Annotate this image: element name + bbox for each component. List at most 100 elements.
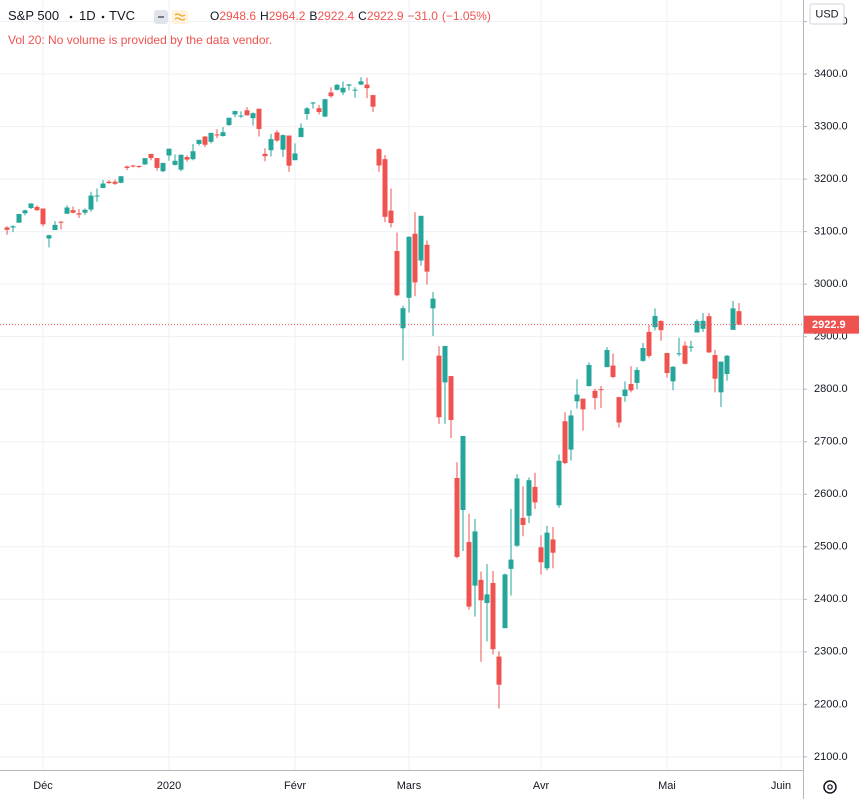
candle-body <box>202 136 208 145</box>
candle-body <box>370 95 376 107</box>
candle-body <box>76 213 82 215</box>
candle-body <box>220 132 226 137</box>
y-tick-label: 2200.0 <box>814 698 848 710</box>
candle-body <box>604 350 610 368</box>
candle-body <box>130 165 136 167</box>
candle-body <box>274 132 280 141</box>
candle-body <box>460 435 466 511</box>
candle-body <box>508 559 514 569</box>
candle-body <box>340 87 346 93</box>
separator-dot <box>101 15 105 19</box>
y-tick-label: 3200.0 <box>814 173 848 185</box>
candle-body <box>304 108 310 114</box>
candle-body <box>124 166 130 168</box>
candle-body <box>580 398 586 410</box>
compare-icon[interactable] <box>172 10 188 24</box>
x-tick-label: Juin <box>771 780 791 792</box>
candle-body <box>556 460 562 506</box>
candle-body <box>406 236 412 298</box>
candle-body <box>364 84 370 89</box>
y-tick-label: 3100.0 <box>814 226 848 238</box>
candle-body <box>628 383 634 391</box>
candle-body <box>298 127 304 138</box>
y-tick-label: 2700.0 <box>814 436 848 448</box>
candle-body <box>160 162 166 172</box>
candle-body <box>328 92 334 97</box>
candle-body <box>724 355 730 374</box>
candle-body <box>22 210 28 214</box>
candle-body <box>238 115 244 117</box>
candle-body <box>154 158 160 168</box>
candle-body <box>700 320 706 329</box>
compare-icon-waves <box>174 13 186 21</box>
candle-body <box>262 153 268 157</box>
candle-body <box>418 215 424 261</box>
candle-body <box>184 157 190 160</box>
candle-body <box>736 311 742 325</box>
candle-body <box>226 117 232 126</box>
candle-body <box>502 574 508 629</box>
candle-body <box>316 108 322 113</box>
candle-body <box>454 477 460 557</box>
candle-body <box>472 531 478 586</box>
currency-box[interactable] <box>809 3 845 25</box>
candle-body <box>322 99 328 117</box>
candle-body <box>250 113 256 119</box>
candle-body <box>82 209 88 213</box>
candle-body <box>646 331 652 356</box>
y-tick-label: 3300.0 <box>814 120 848 132</box>
candle-body <box>658 320 664 331</box>
candle-body <box>166 148 172 156</box>
candle-body <box>382 159 388 217</box>
candle-body <box>88 195 94 210</box>
candle-body <box>640 347 646 361</box>
candle-body <box>466 542 472 607</box>
candle-body <box>376 149 382 166</box>
candle-body <box>688 346 694 348</box>
candle-body <box>622 389 628 397</box>
settings-icon[interactable] <box>823 780 837 794</box>
candle-body <box>592 390 598 398</box>
candle-body <box>634 369 640 383</box>
candle-body <box>358 81 364 85</box>
candle-body <box>442 346 448 383</box>
change-percent: (−1.05%) <box>441 9 491 23</box>
candle-body <box>136 165 142 167</box>
ohlc-letter: H <box>260 9 269 23</box>
candle-body <box>232 111 238 115</box>
candle-body <box>484 594 490 603</box>
candle-body <box>100 183 106 189</box>
candle-body <box>310 102 316 104</box>
candle-body <box>190 151 196 160</box>
gear-ring <box>823 780 837 794</box>
ohlc-letter: B <box>309 9 318 23</box>
ohlc-close: 2922.9 <box>366 9 404 23</box>
candle-body <box>286 135 292 166</box>
candle-body <box>712 355 718 379</box>
y-tick-label: 2400.0 <box>814 593 848 605</box>
candle-body <box>196 139 202 144</box>
gear-hub <box>827 784 833 790</box>
candle-body <box>16 213 22 223</box>
candle-body <box>526 480 532 516</box>
candle-body <box>670 366 676 382</box>
candle-body <box>40 208 46 225</box>
candle-body <box>388 210 394 224</box>
candle-body <box>664 352 670 374</box>
candle-body <box>268 139 274 151</box>
candle-body <box>730 308 736 330</box>
candle-body <box>616 397 622 423</box>
last-price-label: 2922.9 <box>812 319 846 331</box>
candle-body <box>706 316 712 353</box>
candle-body <box>112 181 118 184</box>
candle-body <box>148 153 154 159</box>
header-icons[interactable] <box>154 10 188 24</box>
candle-body <box>514 478 520 546</box>
candle-body <box>400 308 406 329</box>
y-tick-label: 2300.0 <box>814 646 848 658</box>
change: −31.0 <box>407 9 438 23</box>
last-price-tag <box>804 315 859 334</box>
candle-body <box>208 132 214 142</box>
